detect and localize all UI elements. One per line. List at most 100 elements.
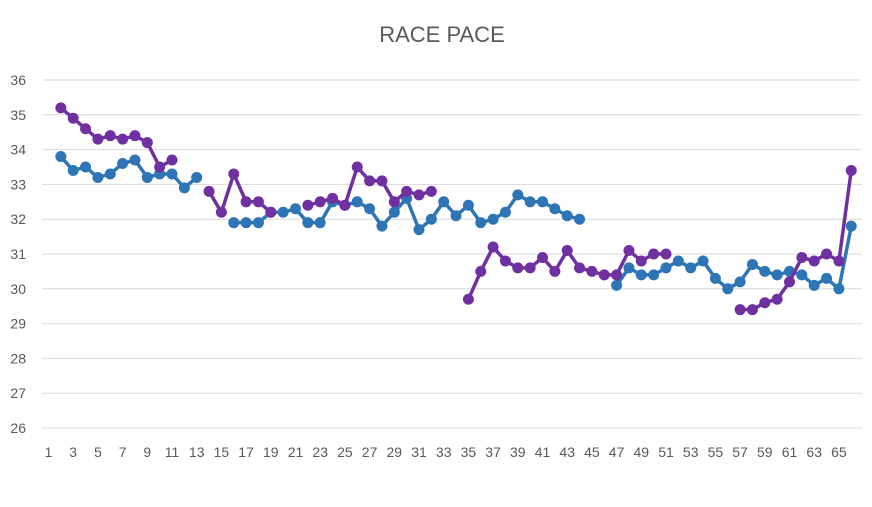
data-point <box>92 171 104 183</box>
data-point <box>475 265 487 277</box>
data-point <box>141 137 153 149</box>
x-tick-label: 35 <box>461 444 477 460</box>
data-point <box>314 196 326 208</box>
data-point <box>92 133 104 145</box>
data-point <box>413 189 425 201</box>
data-point <box>709 272 721 284</box>
data-point <box>129 130 141 142</box>
x-tick-label: 11 <box>165 444 180 460</box>
series-line <box>738 168 853 312</box>
data-point <box>845 164 857 176</box>
data-point <box>561 245 573 257</box>
series-line <box>207 172 273 214</box>
data-point <box>141 171 153 183</box>
data-point <box>104 168 116 180</box>
data-point <box>277 206 289 218</box>
data-point <box>104 130 116 142</box>
data-point <box>487 213 499 225</box>
x-tick-label: 9 <box>143 444 151 460</box>
x-tick-label: 37 <box>485 444 501 460</box>
x-tick-label: 33 <box>436 444 452 460</box>
series-lines <box>55 102 857 316</box>
data-point <box>364 175 376 187</box>
x-tick-label: 25 <box>337 444 353 460</box>
series-2 <box>55 102 857 316</box>
data-point <box>771 269 783 281</box>
chart-title: RACE PACE <box>379 22 505 47</box>
data-point <box>845 220 857 232</box>
data-point <box>685 262 697 274</box>
data-point <box>833 283 845 295</box>
data-point <box>611 269 623 281</box>
data-point <box>351 196 363 208</box>
data-point <box>549 203 561 215</box>
data-point <box>376 220 388 232</box>
data-point <box>413 224 425 236</box>
data-point <box>808 279 820 291</box>
x-tick-label: 1 <box>45 444 53 460</box>
data-point <box>425 185 437 197</box>
x-tick-label: 31 <box>411 444 427 460</box>
x-tick-label: 27 <box>362 444 378 460</box>
data-point <box>450 210 462 222</box>
data-point <box>166 168 178 180</box>
data-point <box>117 133 129 145</box>
data-point <box>611 279 623 291</box>
data-point <box>549 265 561 277</box>
data-point <box>537 196 548 208</box>
y-tick-label: 33 <box>10 176 26 192</box>
data-point <box>648 269 660 281</box>
data-point <box>821 272 833 284</box>
data-point <box>364 203 376 215</box>
x-tick-label: 21 <box>288 444 304 460</box>
data-point <box>512 189 524 201</box>
gridlines <box>42 79 862 429</box>
y-tick-label: 29 <box>10 316 26 332</box>
data-point <box>586 265 598 277</box>
x-tick-label: 57 <box>732 444 748 460</box>
data-point <box>178 182 190 194</box>
data-point <box>796 269 808 281</box>
x-tick-label: 29 <box>387 444 403 460</box>
data-point <box>574 213 586 225</box>
x-tick-label: 3 <box>69 444 77 460</box>
x-tick-label: 43 <box>559 444 575 460</box>
data-point <box>759 297 771 309</box>
data-point <box>302 199 314 211</box>
data-point <box>475 217 487 229</box>
data-point <box>833 255 845 267</box>
x-tick-label: 59 <box>757 444 773 460</box>
data-point <box>598 269 610 281</box>
data-point <box>623 262 635 274</box>
data-point <box>215 206 227 218</box>
y-tick-label: 31 <box>10 246 26 262</box>
data-point <box>635 269 647 281</box>
data-point <box>771 293 783 305</box>
y-tick-label: 27 <box>10 385 26 401</box>
data-point <box>129 154 141 166</box>
y-tick-label: 34 <box>10 142 26 158</box>
data-point <box>759 265 771 277</box>
data-point <box>302 217 314 229</box>
data-point <box>252 196 264 208</box>
x-tick-label: 5 <box>94 444 102 460</box>
series-line <box>59 106 174 169</box>
x-tick-label: 17 <box>238 444 254 460</box>
data-point <box>821 248 833 260</box>
y-tick-label: 36 <box>10 72 26 88</box>
data-point <box>252 217 264 229</box>
data-point <box>228 217 240 229</box>
data-point <box>80 161 92 173</box>
data-point <box>808 255 820 267</box>
data-point <box>425 213 437 225</box>
x-tick-label: 65 <box>831 444 847 460</box>
x-tick-label: 41 <box>535 444 551 460</box>
data-point <box>512 262 524 274</box>
data-point <box>672 255 684 267</box>
x-tick-label: 63 <box>806 444 822 460</box>
data-point <box>388 196 400 208</box>
data-point <box>660 262 672 274</box>
x-tick-label: 51 <box>658 444 674 460</box>
x-tick-label: 61 <box>782 444 798 460</box>
